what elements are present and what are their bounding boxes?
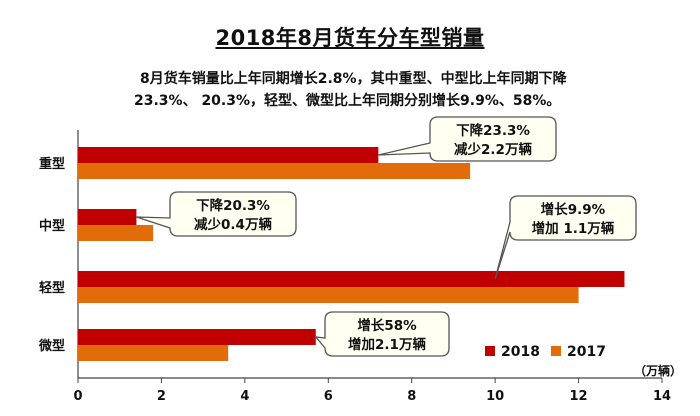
callout-box [378, 116, 557, 162]
callout-line-2: 减少2.2万辆 [454, 141, 532, 158]
x-tick-label: 6 [324, 389, 333, 404]
bar-2018 [78, 329, 316, 345]
legend-label: 2018 [501, 344, 540, 360]
x-unit-label: （万辆） [634, 363, 682, 378]
callout-line-1: 增长58% [357, 317, 417, 334]
legend-swatch [551, 346, 561, 356]
x-tick-label: 4 [240, 389, 249, 404]
callout-line-1: 增长9.9% [541, 201, 606, 218]
legend-group: 2018 2017 [485, 344, 606, 360]
bar-2017 [78, 225, 154, 241]
callout-line-2: 增加 1.1万辆 [532, 220, 615, 237]
bar-2017 [78, 345, 229, 361]
bar-2017 [78, 163, 471, 179]
callout: 增长9.9% 增加 1.1万辆 [494, 195, 637, 280]
bar-2018 [78, 147, 379, 163]
callout: 下降23.3% 减少2.2万辆 [378, 116, 557, 162]
x-tick-label: 14 [653, 389, 671, 404]
y-category-label: 重型 [39, 156, 65, 172]
callout-line-2: 增加2.1万辆 [348, 336, 426, 353]
callout-box [314, 311, 450, 357]
x-tick-label: 0 [73, 389, 82, 404]
subtitle-line-2: 23.3%、 20.3%，轻型、微型比上年同期分别增长9.9%、58%。 [134, 93, 561, 109]
subtitle-line-1: 8月货车销量比上年同期增长2.8%，其中重型、中型比上年同期下降 [140, 71, 567, 87]
callout-line-1: 下降20.3% [196, 197, 270, 214]
bar-2018 [78, 271, 625, 287]
callout-line-1: 下降23.3% [456, 122, 530, 139]
bar-2018 [78, 209, 137, 225]
legend-swatch [485, 346, 495, 356]
callout-box [494, 195, 637, 280]
chart-subtitle: 8月货车销量比上年同期增长2.8%，其中重型、中型比上年同期下降 23.3%、 … [134, 68, 680, 112]
x-tick-label: 12 [570, 389, 588, 404]
y-category-label: 轻型 [39, 280, 65, 296]
y-category-label: 微型 [38, 338, 65, 354]
y-category-label: 中型 [39, 218, 65, 234]
callout-box [136, 191, 297, 237]
x-tick-label: 8 [407, 389, 416, 404]
bar-2017 [78, 287, 579, 303]
callout: 增长58% 增加2.1万辆 [314, 311, 450, 357]
x-tick-label: 10 [486, 389, 504, 404]
bars-group [78, 147, 625, 361]
legend-label: 2017 [567, 344, 606, 360]
x-tick-label: 2 [157, 389, 166, 404]
callout: 下降20.3% 减少0.4万辆 [136, 191, 297, 237]
callout-line-2: 减少0.4万辆 [194, 216, 272, 233]
chart-title: 2018年8月货车分车型销量 [215, 26, 485, 50]
